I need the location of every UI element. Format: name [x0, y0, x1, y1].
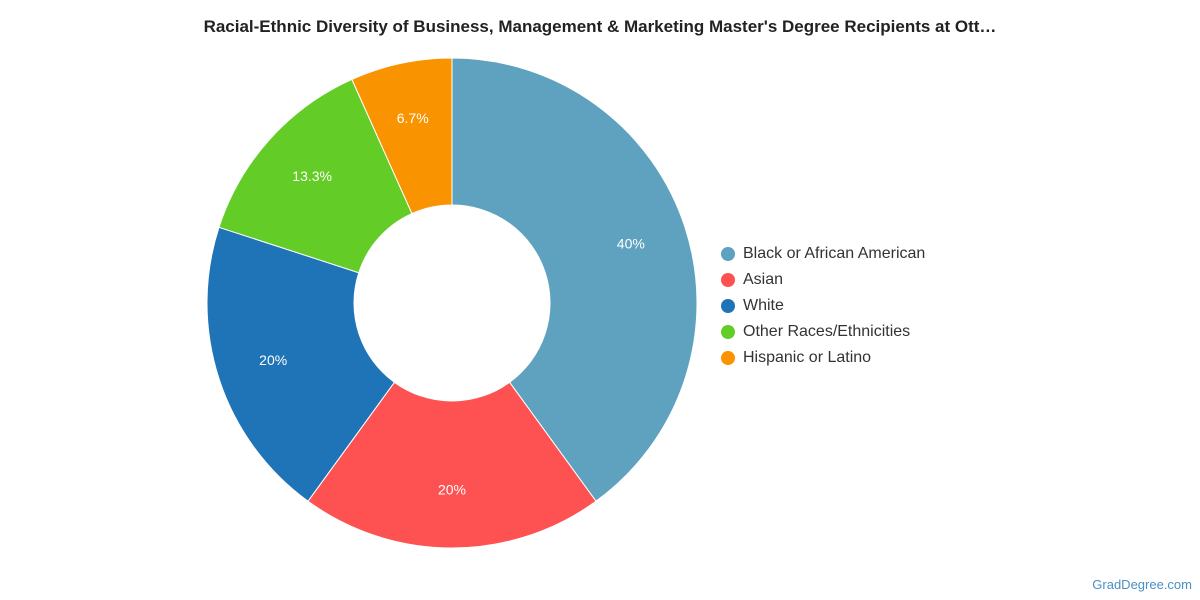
legend-item-black-or-african-american[interactable]: Black or African American — [721, 241, 925, 267]
slice-black-or-african-american[interactable] — [451, 57, 698, 502]
slice-white[interactable] — [206, 226, 396, 502]
slice-label-asian: 20% — [438, 482, 466, 498]
chart-title: Racial-Ethnic Diversity of Business, Man… — [203, 17, 997, 36]
legend-label: Hispanic or Latino — [743, 349, 872, 366]
slice-other-races-ethnicities[interactable] — [218, 78, 413, 274]
source-credit-link[interactable]: GradDegree.com — [1092, 577, 1192, 592]
slice-asian[interactable] — [307, 381, 597, 549]
slice-label-white: 20% — [259, 352, 287, 368]
legend-swatch — [721, 299, 735, 313]
legend-swatch — [721, 247, 735, 261]
slice-hispanic-or-latino[interactable] — [351, 57, 453, 215]
legend-item-asian[interactable]: Asian — [721, 267, 925, 293]
chart-legend: Black or African American Asian White Other… — [721, 241, 925, 371]
legend-label: White — [743, 297, 784, 314]
legend-label: Asian — [743, 271, 784, 288]
legend-item-hispanic-or-latino[interactable]: Hispanic or Latino — [721, 345, 925, 371]
legend-swatch — [721, 325, 735, 339]
legend-swatch — [721, 351, 735, 365]
slice-label-hispanic-or-latino: 6.7% — [397, 110, 429, 126]
legend-item-white[interactable]: White — [721, 293, 925, 319]
slice-label-other-races-ethnicities: 13.3% — [292, 168, 332, 184]
legend-swatch — [721, 273, 735, 287]
legend-item-other-races-ethnicities[interactable]: Other Races/Ethnicities — [721, 319, 925, 345]
slice-label-black-or-african-american: 40% — [617, 236, 645, 252]
legend-label: Other Races/Ethnicities — [743, 323, 911, 340]
legend-label: Black or African American — [743, 245, 926, 262]
